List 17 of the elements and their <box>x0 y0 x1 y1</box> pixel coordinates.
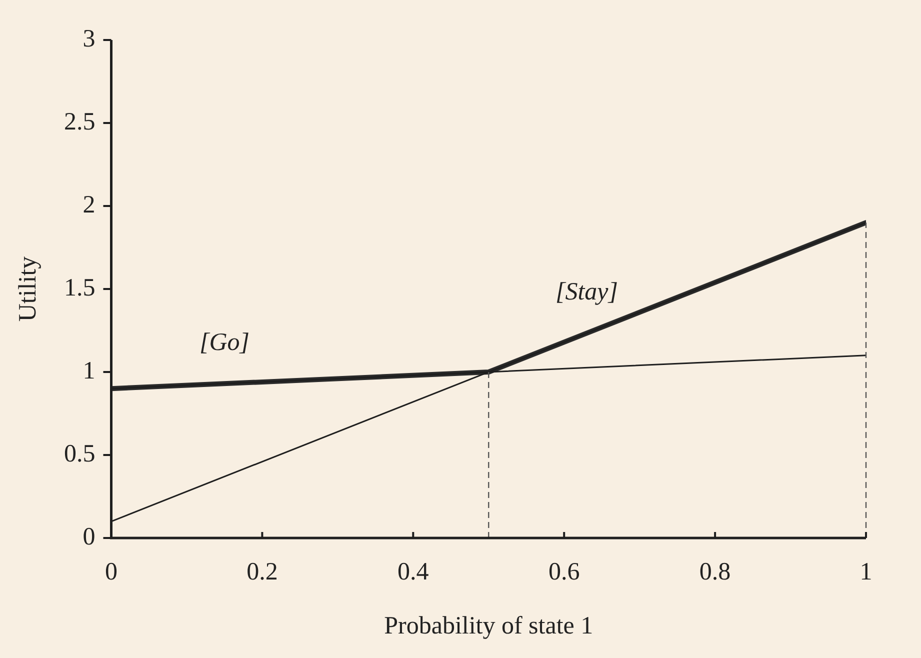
x-tick-label: 0 <box>105 558 118 586</box>
x-tick-label: 0.6 <box>548 558 580 586</box>
y-tick-label: 1.5 <box>64 274 96 302</box>
y-tick-label: 1 <box>82 358 96 385</box>
x-axis-title: Probability of state 1 <box>384 612 594 640</box>
x-tick-label: 0.8 <box>699 558 731 586</box>
y-tick-label: 3 <box>82 26 96 53</box>
x-tick-label: 1 <box>860 558 872 586</box>
y-tick-label: 0.5 <box>64 440 96 468</box>
y-tick-label: 2 <box>82 192 96 219</box>
x-tick-label: 0.4 <box>398 558 430 586</box>
y-axis-title: Utility <box>14 256 42 322</box>
series-label: [Go] <box>199 329 250 356</box>
series-label: [Stay] <box>555 278 618 306</box>
x-tick-label: 0.2 <box>246 558 278 586</box>
y-tick-label: 0 <box>82 524 96 551</box>
y-tick-label: 2.5 <box>64 108 96 136</box>
